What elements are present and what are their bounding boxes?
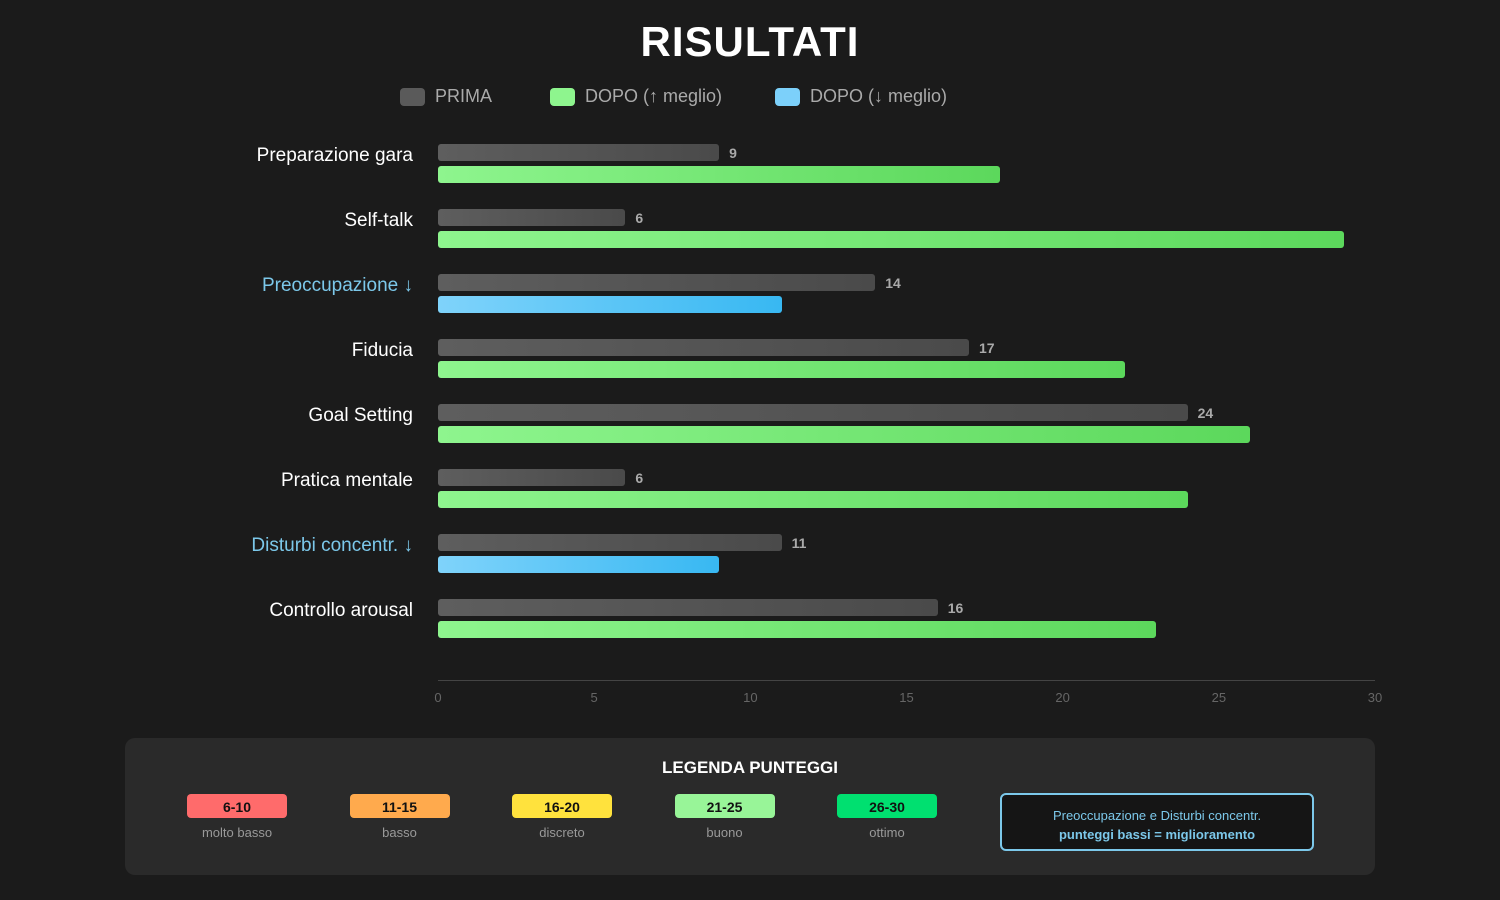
category-label: Goal Setting: [308, 405, 413, 426]
category-label: Fiducia: [351, 340, 413, 361]
x-tick-label: 25: [1211, 690, 1227, 705]
range-label: discreto: [539, 825, 585, 840]
bar-dopo: [438, 491, 1188, 508]
range-label: basso: [382, 825, 417, 840]
category-label: Preparazione gara: [256, 145, 413, 166]
bar-prima: [438, 469, 626, 486]
value-label-prima: 16: [947, 600, 964, 616]
category-label: Preoccupazione ↓: [261, 275, 413, 296]
x-tick-label: 15: [899, 690, 914, 705]
bar-dopo: [438, 556, 720, 573]
reversed-note: Preoccupazione e Disturbi concentr. punt…: [1000, 793, 1314, 851]
x-tick-label: 10: [743, 690, 758, 705]
legend-prima: PRIMA: [400, 86, 492, 107]
bar-prima: [438, 209, 626, 226]
legend-swatch: [550, 87, 575, 106]
value-label-prima: 24: [1197, 405, 1214, 421]
legend-swatch: [775, 87, 800, 106]
score-range: 11-15 basso: [349, 794, 450, 840]
value-label-prima: 6: [635, 470, 644, 486]
legend-swatch: [400, 87, 425, 106]
bar-prima: [438, 534, 782, 551]
category-label: Pratica mentale: [280, 470, 413, 491]
chart-title: RISULTATI: [640, 18, 860, 65]
x-tick-label: 5: [590, 690, 598, 705]
value-label-prima: 11: [791, 535, 807, 551]
range-badge: 16-20: [512, 794, 612, 818]
score-legend-panel: LEGENDA PUNTEGGI 6-10 molto basso 11-15 bas…: [125, 738, 1375, 875]
score-range: 16-20 discreto: [512, 794, 612, 840]
legend-label: DOPO (↑ meglio): [585, 86, 723, 106]
bar-dopo: [438, 231, 1344, 248]
score-range: 26-30 ottimo: [837, 794, 937, 840]
x-tick-label: 0: [434, 690, 442, 705]
score-legend-title: LEGENDA PUNTEGGI: [662, 758, 838, 777]
bar-dopo: [438, 166, 1001, 183]
range-label: buono: [706, 825, 743, 840]
score-range: 21-25 buono: [674, 794, 775, 840]
x-axis: [438, 680, 1375, 681]
category-label: Controllo arousal: [269, 600, 413, 621]
range-badge: 21-25: [674, 794, 775, 818]
bar-prima: [438, 339, 969, 356]
legend-dopo-down: DOPO (↓ meglio): [775, 86, 947, 107]
bar-prima: [438, 599, 938, 616]
value-label-prima: 17: [978, 340, 995, 356]
range-badge: 26-30: [837, 794, 937, 818]
legend-label: DOPO (↓ meglio): [810, 86, 948, 106]
value-label-prima: 6: [635, 210, 644, 226]
x-tick-label: 20: [1055, 690, 1070, 705]
value-label-prima: 14: [885, 275, 901, 291]
score-range: 6-10 molto basso: [187, 794, 287, 840]
category-label: Disturbi concentr. ↓: [251, 535, 413, 556]
category-label: Self-talk: [344, 210, 413, 231]
bar-dopo: [438, 296, 782, 313]
bar-prima: [438, 144, 720, 161]
value-label-prima: 9: [729, 145, 737, 161]
range-badge: 11-15: [349, 794, 450, 818]
bar-dopo: [438, 621, 1157, 638]
bar-prima: [438, 404, 1188, 421]
range-label: molto basso: [201, 825, 273, 840]
note-line2: punteggi bassi = miglioramento: [1058, 827, 1256, 842]
range-badge: 6-10: [187, 794, 287, 818]
range-label: ottimo: [869, 825, 905, 840]
bar-prima: [438, 274, 876, 291]
x-tick-label: 30: [1367, 690, 1383, 705]
bar-dopo: [438, 361, 1126, 378]
bar-chart: Preparazione gara 9 Self-talk 6 Preoccupazio…: [251, 144, 1383, 705]
bar-dopo: [438, 426, 1251, 443]
note-line1: Preoccupazione e Disturbi concentr.: [1052, 808, 1262, 823]
legend-dopo-up: DOPO (↑ meglio): [550, 86, 722, 107]
legend-label: PRIMA: [435, 86, 493, 106]
